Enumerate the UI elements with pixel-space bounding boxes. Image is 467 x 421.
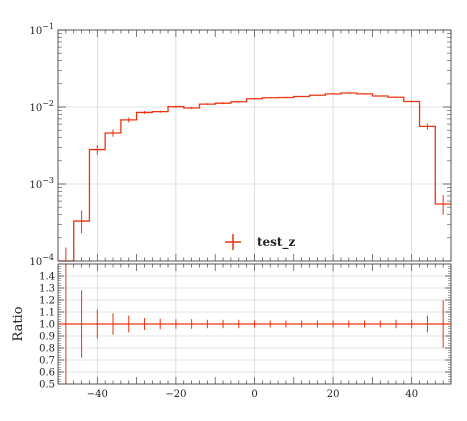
y-tick-label: 10−4: [29, 253, 54, 268]
legend-label: test_z: [257, 235, 295, 250]
x-tick-label: 0: [251, 389, 257, 400]
x-tick-label: −40: [87, 389, 108, 400]
y-tick-label: 10−2: [29, 99, 54, 114]
y-tick-label: 0.9: [39, 332, 55, 343]
y-tick-label: 1.4: [39, 272, 55, 283]
x-tick-label: 40: [405, 389, 418, 400]
ratio-axis-label: Ratio: [11, 306, 26, 341]
y-tick-label: 0.7: [39, 356, 55, 367]
ratio-panel: 0.50.60.70.80.91.01.11.21.31.4 −40 −20 0 20 4…: [11, 263, 452, 400]
y-tick-label: 1.0: [39, 320, 55, 331]
y-tick-label: 10−3: [29, 176, 54, 191]
y-tick-label: 1.1: [39, 308, 55, 319]
y-tick-label: 0.8: [39, 344, 55, 355]
main-frame: [57, 29, 452, 262]
y-tick-label: 0.6: [39, 368, 55, 379]
x-tick-label: 20: [327, 389, 340, 400]
ratio-frame: [57, 263, 452, 385]
main-panel: 10−4 10−3 10−2 10−1 test_z: [29, 22, 452, 268]
y-tick-label: 0.5: [39, 380, 55, 391]
x-tick-label: −20: [165, 389, 186, 400]
y-tick-label: 1.3: [39, 284, 55, 295]
y-tick-label: 10−1: [29, 22, 54, 37]
y-tick-label: 1.2: [39, 296, 55, 307]
